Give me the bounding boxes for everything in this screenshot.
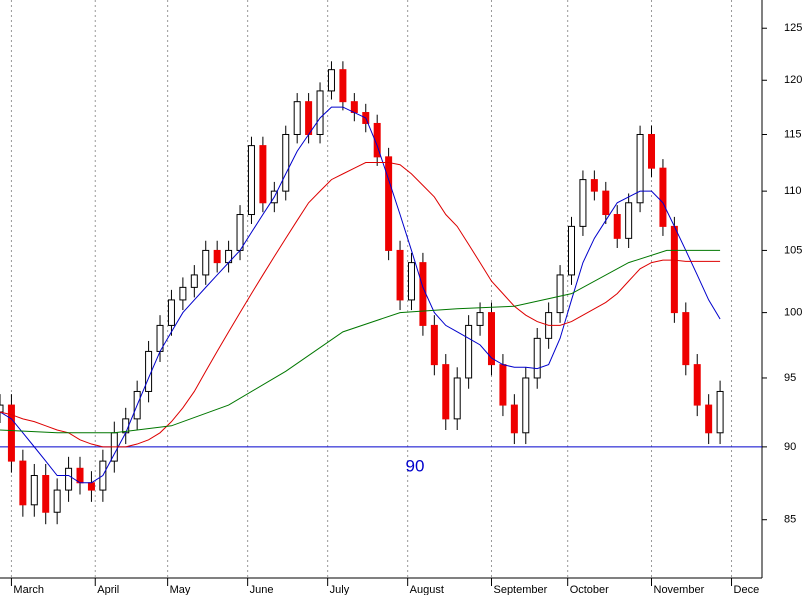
candle-body — [19, 460, 27, 506]
candle-body — [533, 337, 541, 379]
moving-average — [0, 106, 721, 484]
x-tick-label: March — [13, 584, 44, 595]
candle-body — [202, 249, 210, 276]
candle-body — [339, 69, 347, 103]
candle-body — [487, 312, 495, 366]
x-tick-label: June — [250, 584, 274, 595]
candle-body — [716, 390, 724, 434]
y-tick-label: 85 — [784, 514, 796, 526]
candle-body — [65, 467, 73, 491]
candle-body — [7, 404, 15, 462]
candle-body — [602, 190, 610, 216]
candle-body — [42, 475, 50, 513]
y-tick-label: 115 — [784, 128, 802, 140]
candle-body — [213, 249, 221, 264]
candle-body — [30, 475, 38, 506]
x-tick-label: April — [97, 584, 119, 595]
x-tick-label: November — [654, 584, 705, 595]
candle-body — [396, 249, 404, 301]
candle-body — [499, 364, 507, 406]
candle-body — [53, 489, 61, 513]
candle-body — [522, 377, 530, 434]
candle-body — [316, 90, 324, 135]
candle-body — [648, 133, 656, 169]
x-tick-label: July — [330, 584, 350, 595]
y-tick-label: 110 — [784, 185, 802, 197]
candle-body — [145, 350, 153, 392]
y-tick-label: 100 — [784, 307, 802, 319]
candle-body — [568, 225, 575, 276]
candle-body — [636, 133, 644, 204]
x-tick-label: August — [410, 584, 444, 595]
x-tick-label: Dece — [734, 584, 760, 595]
candle-body — [407, 262, 415, 301]
candle-body — [693, 364, 701, 406]
candle-body — [430, 324, 438, 366]
reference-label: 90 — [406, 456, 425, 475]
y-tick-label: 95 — [784, 372, 796, 384]
candle-body — [179, 286, 187, 301]
candle-body — [327, 69, 335, 92]
y-tick-label: 90 — [784, 441, 796, 453]
candle-body — [87, 482, 95, 491]
candle-body — [350, 101, 358, 114]
candle-body — [282, 133, 290, 192]
candle-body — [453, 377, 461, 420]
candle-body — [682, 312, 690, 366]
candle-body — [659, 167, 667, 227]
candle-body — [579, 179, 587, 227]
candle-body — [305, 101, 313, 135]
x-tick-label: October — [570, 584, 609, 595]
candle-body — [419, 262, 427, 326]
candle-body — [236, 214, 244, 251]
candle-body — [293, 101, 301, 135]
y-tick-label: 120 — [784, 74, 802, 86]
candle-body — [373, 122, 381, 158]
y-tick-label: 125 — [784, 22, 802, 34]
candle-body — [247, 145, 255, 216]
moving-average — [0, 249, 721, 434]
candle-body — [476, 312, 484, 326]
candle-body — [556, 274, 564, 314]
candle-body — [385, 156, 393, 251]
candle-body — [625, 202, 633, 239]
x-tick-label: May — [170, 584, 191, 595]
candle-body — [167, 299, 175, 326]
candle-body — [0, 404, 4, 413]
candle-body — [510, 404, 518, 434]
candle-body — [705, 404, 713, 434]
candle-body — [465, 324, 473, 379]
candle-body — [259, 145, 267, 204]
candle-body — [442, 364, 450, 420]
candle-body — [190, 274, 198, 288]
x-tick-label: September — [493, 584, 547, 595]
candle-body — [76, 467, 84, 484]
y-tick-label: 105 — [784, 244, 802, 256]
candle-body — [590, 179, 598, 192]
candle-body — [613, 214, 621, 239]
moving-average — [0, 162, 721, 448]
candle-body — [670, 225, 678, 314]
